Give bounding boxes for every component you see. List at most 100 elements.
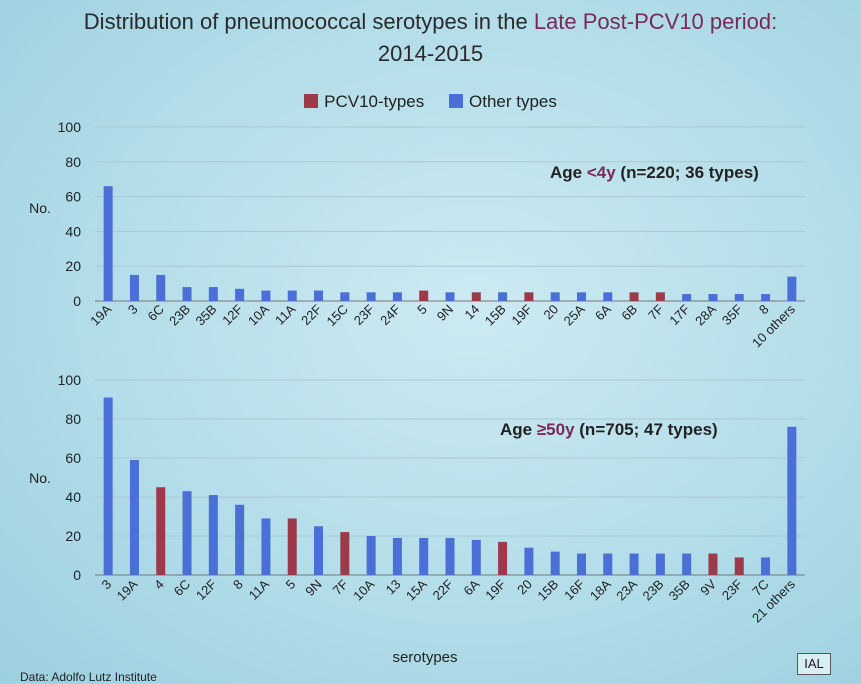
chart2-xtick-label: 23F xyxy=(719,576,745,602)
chart1-bar-19F xyxy=(524,292,534,301)
chart1-bar-25A xyxy=(576,292,586,301)
chart1-bar-6C xyxy=(156,274,166,301)
chart2-xtick-label: 19A xyxy=(114,576,141,603)
chart1-bar-15C xyxy=(340,292,350,301)
chart2-bar-19A xyxy=(129,459,139,575)
chart2-xtick-label: 7F xyxy=(330,576,351,597)
chart2-bar-23F xyxy=(734,557,744,575)
chart1-bar-23F xyxy=(366,292,376,301)
legend-swatch-other xyxy=(449,94,464,108)
chart1-bar-10-others xyxy=(787,276,797,301)
chart2-bar-16F xyxy=(576,553,586,575)
chart2-xtick-label: 23B xyxy=(640,577,667,604)
chart1-bar-14 xyxy=(471,292,481,301)
chart1-bar-10A xyxy=(261,290,271,301)
chart1-xtick-label: 5 xyxy=(414,302,430,318)
chart2-bar-9V xyxy=(708,553,718,575)
chart1-xtick-label: 6C xyxy=(144,302,166,324)
chart1-xtick-label: 22F xyxy=(298,301,324,327)
chart2-ytick-label: 40 xyxy=(65,489,81,505)
chart1-ytick-label: 60 xyxy=(65,189,81,205)
chart1-xtick-label: 19A xyxy=(87,301,114,328)
chart1-bar-17F xyxy=(682,294,692,301)
chart1-bar-35F xyxy=(734,294,744,301)
chart1-xtick-label: 8 xyxy=(756,302,772,318)
chart2-ytick-label: 100 xyxy=(58,372,82,388)
chart1-bar-24F xyxy=(392,292,402,301)
chart2-xtick-label: 22F xyxy=(430,576,456,602)
chart2-bar-3 xyxy=(103,397,113,575)
chart2-bar-23B xyxy=(655,553,665,575)
chart2-xtick-label: 9N xyxy=(302,577,324,599)
chart2-bar-15A xyxy=(419,537,429,575)
chart1-bar-11A xyxy=(287,290,297,301)
chart2-bar-11A xyxy=(261,518,271,575)
legend-item-other: Other types xyxy=(449,92,557,112)
chart1-bar-12F xyxy=(235,288,245,301)
chart1-ylabel: No. xyxy=(29,200,51,216)
chart1-xtick-label: 10A xyxy=(245,301,272,328)
title-line1-prefix: Distribution of pneumococcal serotypes i… xyxy=(83,9,534,34)
chart1-bar-22F xyxy=(314,290,324,301)
chart1-xtick-label: 6A xyxy=(592,301,614,323)
chart1-bar-3 xyxy=(129,274,139,301)
chart1-xtick-label: 11A xyxy=(272,301,299,328)
chart1-xtick-label: 35B xyxy=(192,302,219,329)
chart1-bar-6B xyxy=(629,292,639,301)
chart2-xtick-label: 10A xyxy=(350,576,377,603)
chart1-ytick-label: 40 xyxy=(65,223,81,239)
chart1-ytick-label: 0 xyxy=(73,293,81,309)
chart2-xtick-label: 35B xyxy=(666,577,693,604)
chart2-bar-15B xyxy=(550,551,560,575)
chart2-xtick-label: 6A xyxy=(461,576,483,598)
chart2-xtick-label: 4 xyxy=(151,577,167,593)
chart1-xtick-label: 23B xyxy=(166,302,193,329)
chart1-bar-9N xyxy=(445,292,455,301)
legend-swatch-pcv10 xyxy=(304,94,319,108)
chart2-bar-8 xyxy=(235,504,245,575)
chart2-xtick-label: 9V xyxy=(697,576,719,598)
chart1-bar-28A xyxy=(708,294,718,301)
chart1-xtick-label: 19F xyxy=(509,301,535,327)
title-line2: 2014-2015 xyxy=(377,41,484,66)
legend-label-other: Other types xyxy=(469,92,557,111)
chart2-bar-5 xyxy=(287,518,297,575)
chart1-bar-5 xyxy=(419,290,429,301)
chart2-bar-23A xyxy=(629,553,639,575)
chart2-bar-12F xyxy=(208,495,218,575)
chart1-xtick-label: 15B xyxy=(482,302,509,329)
chart2-bar-4 xyxy=(156,487,166,575)
chart2-xlabel: serotypes xyxy=(392,649,457,666)
chart1-xtick-label: 28A xyxy=(692,301,719,328)
chart2-bar-18A xyxy=(603,553,613,575)
chart-title: Distribution of pneumococcal serotypes i… xyxy=(0,6,861,70)
chart2-xtick-label: 15A xyxy=(403,576,430,603)
chart1-annotation: Age <4y (n=220; 36 types) xyxy=(550,163,759,182)
chart2-ylabel: No. xyxy=(29,470,51,486)
chart2-bar-6A xyxy=(471,539,481,575)
chart1-xtick-label: 12F xyxy=(219,301,245,327)
chart1-xtick-label: 15C xyxy=(323,302,350,329)
chart2-ytick-label: 0 xyxy=(73,567,81,583)
chart2-xtick-label: 12F xyxy=(193,576,219,602)
chart2-xtick-label: 23A xyxy=(613,576,640,603)
chart1-xtick-label: 17F xyxy=(666,301,692,327)
chart2-bar-9N xyxy=(314,526,324,575)
chart1-bar-15B xyxy=(498,292,508,301)
legend-item-pcv10: PCV10-types xyxy=(304,92,424,112)
chart2-xtick-label: 8 xyxy=(230,577,246,593)
chart2-bar-13 xyxy=(392,537,402,575)
chart2-bar-35B xyxy=(682,553,692,575)
chart2-ytick-label: 20 xyxy=(65,528,81,544)
legend: PCV10-types Other types xyxy=(0,92,861,112)
ial-badge: IAL xyxy=(797,653,831,675)
chart1-xtick-label: 9N xyxy=(434,302,456,324)
chart2-xtick-label: 6C xyxy=(171,577,193,599)
chart2-xtick-label: 3 xyxy=(99,577,115,593)
chart2-bar-7F xyxy=(340,532,350,575)
chart2-bar-20 xyxy=(524,547,534,575)
chart1-xtick-label: 7F xyxy=(645,301,666,322)
chart2-xtick-label: 18A xyxy=(587,576,614,603)
chart1-xtick-label: 6B xyxy=(618,302,640,324)
chart1-xtick-label: 20 xyxy=(540,302,561,323)
